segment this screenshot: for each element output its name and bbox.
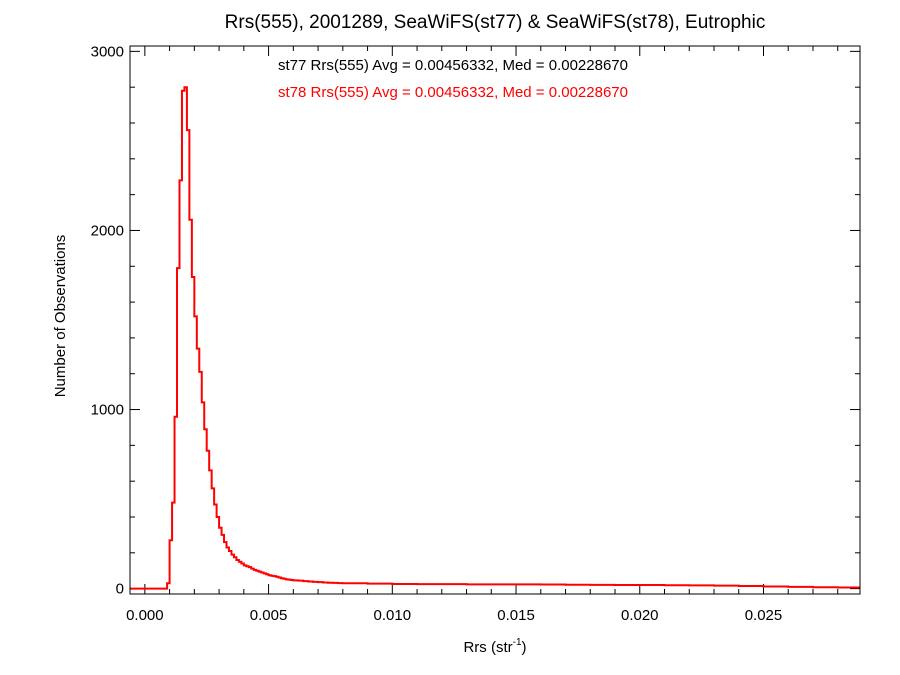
y-axis-label: Number of Observations bbox=[52, 235, 69, 398]
legend-entry-st77: st77 Rrs(555) Avg = 0.00456332, Med = 0.… bbox=[278, 57, 628, 74]
x-tick-label: 0.000 bbox=[126, 607, 164, 624]
x-tick-label: 0.010 bbox=[374, 607, 412, 624]
x-axis-label: Rrs (str-1) bbox=[463, 637, 526, 656]
legend-entry-st78: st78 Rrs(555) Avg = 0.00456332, Med = 0.… bbox=[278, 84, 628, 101]
x-tick-label: 0.015 bbox=[497, 607, 535, 624]
x-axis-label-close: ) bbox=[522, 639, 527, 656]
x-tick-label: 0.025 bbox=[745, 607, 783, 624]
chart-title: Rrs(555), 2001289, SeaWiFS(st77) & SeaWi… bbox=[225, 12, 766, 33]
tick-labels: 0.000 0.005 0.010 0.015 0.020 0.025 0 1000 2000 3… bbox=[91, 43, 783, 624]
y-tick-label: 0 bbox=[116, 581, 124, 598]
x-tick-label: 0.020 bbox=[621, 607, 659, 624]
x-tick-label: 0.005 bbox=[250, 607, 288, 624]
y-tick-label: 3000 bbox=[91, 43, 124, 60]
series-histogram-line bbox=[130, 86, 860, 590]
axis-ticks bbox=[130, 46, 860, 594]
x-axis-label-superscript: -1 bbox=[513, 637, 522, 648]
plot-frame bbox=[129, 45, 861, 595]
y-tick-label: 1000 bbox=[91, 402, 124, 419]
x-axis-label-main: Rrs (str bbox=[463, 639, 512, 656]
y-tick-label: 2000 bbox=[91, 222, 124, 239]
